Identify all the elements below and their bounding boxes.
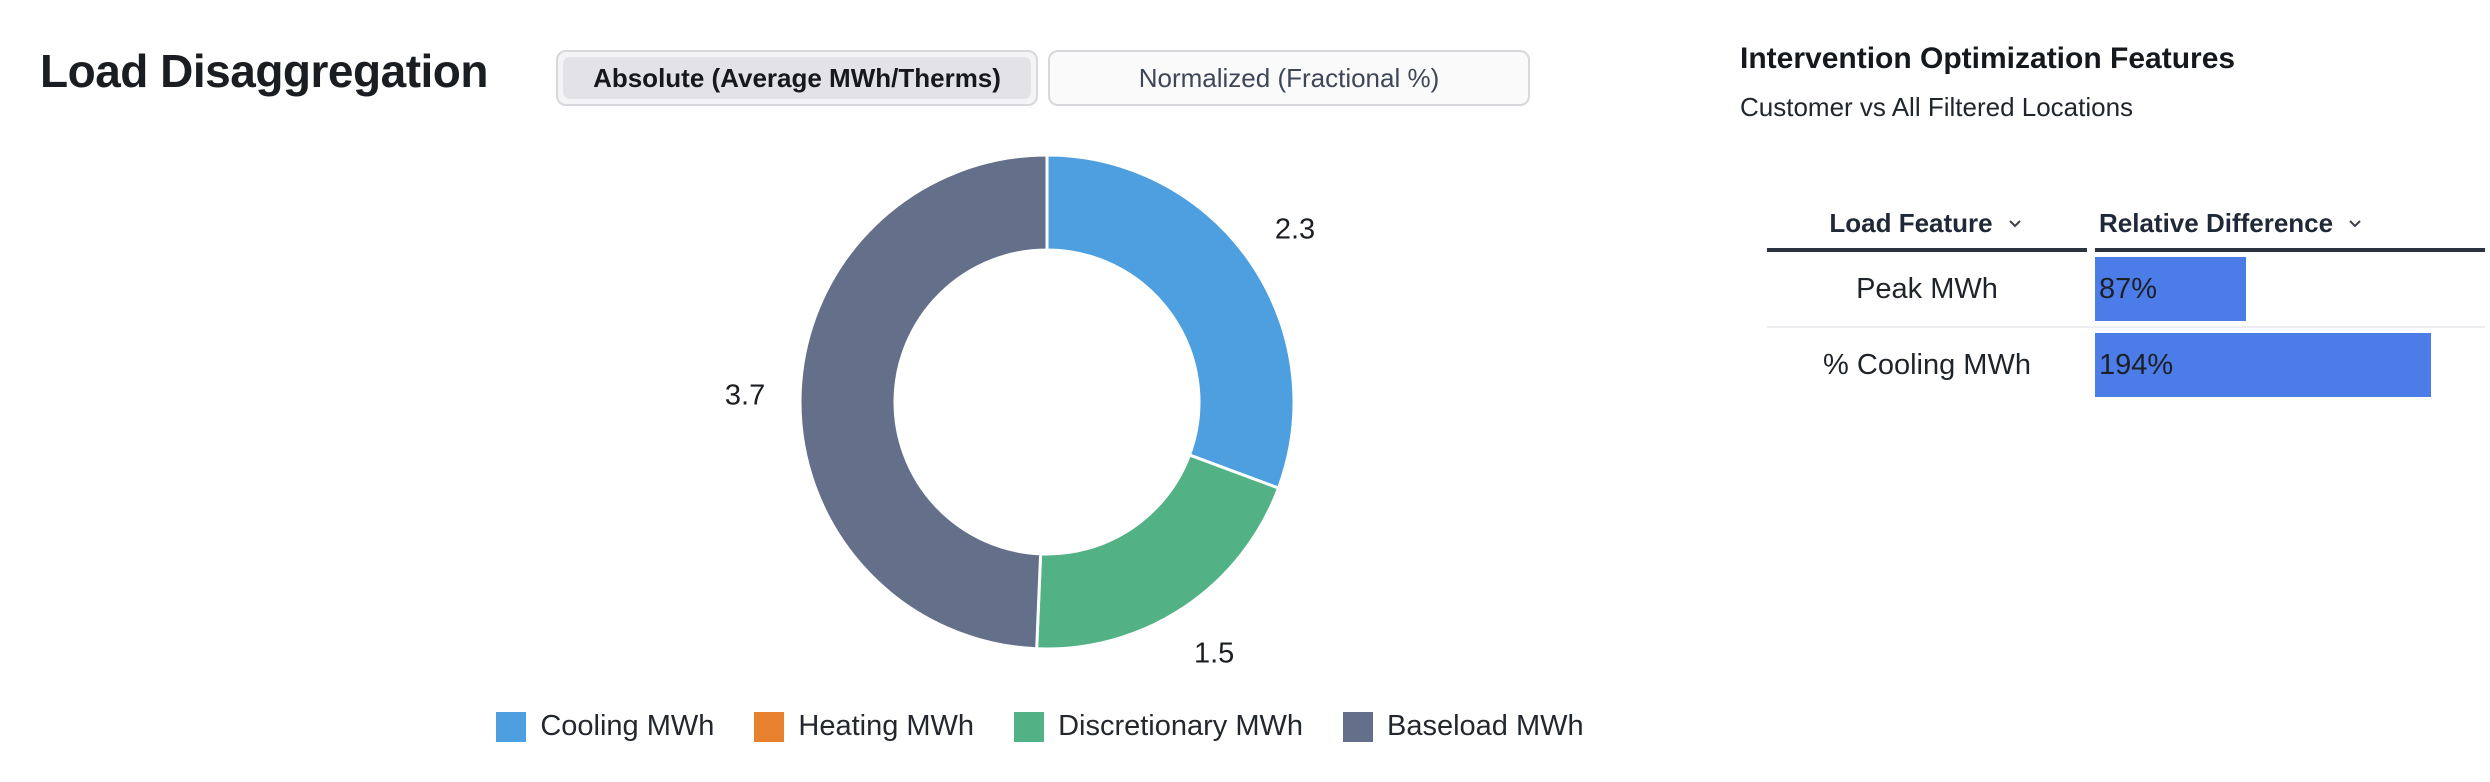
legend-label: Cooling MWh: [540, 710, 715, 742]
toggle-absolute-label: Absolute (Average MWh/Therms): [563, 57, 1031, 99]
column-header-load-feature-label: Load Feature: [1829, 207, 1993, 238]
chart-legend: Cooling MWh Heating MWh Discretionary MWh B…: [460, 710, 1620, 743]
slice-label: 1.5: [1194, 638, 1234, 670]
panel-subtitle: Customer vs All Filtered Locations: [1740, 92, 2134, 122]
legend-swatch: [1343, 711, 1373, 742]
page-title: Load Disaggregation: [40, 45, 488, 97]
toggle-normalized-label: Normalized (Fractional %): [1138, 62, 1440, 93]
donut-chart[interactable]: 2.3 1.5 3.7: [717, 72, 1377, 732]
legend-label: Discretionary MWh: [1058, 710, 1303, 742]
panel-title: Intervention Optimization Features: [1740, 42, 2236, 75]
pie-slice-cooling-mwh[interactable]: [1045, 153, 1296, 491]
toggle-normalized-button[interactable]: Normalized (Fractional %): [1048, 50, 1530, 106]
table-row: % Cooling MWh 194%: [1767, 328, 2485, 402]
value-cell: 87%: [2095, 252, 2485, 326]
column-header-load-feature[interactable]: Load Feature: [1767, 198, 2087, 252]
feature-cell: Peak MWh: [1856, 272, 1998, 305]
column-header-relative-difference-label: Relative Difference: [2099, 207, 2334, 238]
legend-item-discretionary-mwh[interactable]: Discretionary MWh: [1014, 710, 1303, 743]
toggle-absolute-button[interactable]: Absolute (Average MWh/Therms): [556, 50, 1038, 106]
legend-label: Heating MWh: [798, 710, 975, 742]
legend-item-heating-mwh[interactable]: Heating MWh: [754, 710, 974, 743]
legend-swatch: [754, 711, 785, 742]
value-bar: 87%: [2095, 257, 2246, 321]
chevron-down-icon[interactable]: [2345, 213, 2365, 233]
legend-swatch: [1014, 711, 1045, 742]
table-row: Peak MWh 87%: [1767, 252, 2485, 328]
column-header-relative-difference[interactable]: Relative Difference: [2095, 198, 2485, 252]
chevron-down-icon[interactable]: [2005, 213, 2025, 233]
value-cell: 194%: [2095, 328, 2485, 402]
slice-label: 2.3: [1275, 214, 1315, 246]
legend-item-cooling-mwh[interactable]: Cooling MWh: [496, 710, 714, 743]
legend-item-baseload-mwh[interactable]: Baseload MWh: [1343, 710, 1584, 743]
feature-cell: % Cooling MWh: [1823, 348, 2031, 381]
feature-table: Load Feature Relative Difference Peak MW…: [1767, 198, 2485, 402]
legend-label: Baseload MWh: [1387, 710, 1584, 742]
pie-slice-discretionary-mwh[interactable]: [1035, 453, 1281, 651]
value-bar: 194%: [2095, 333, 2431, 397]
legend-swatch: [496, 711, 527, 742]
pie-slice-baseload-mwh[interactable]: [798, 153, 1049, 651]
table-header-row: Load Feature Relative Difference: [1767, 198, 2485, 252]
slice-label: 3.7: [725, 380, 765, 412]
